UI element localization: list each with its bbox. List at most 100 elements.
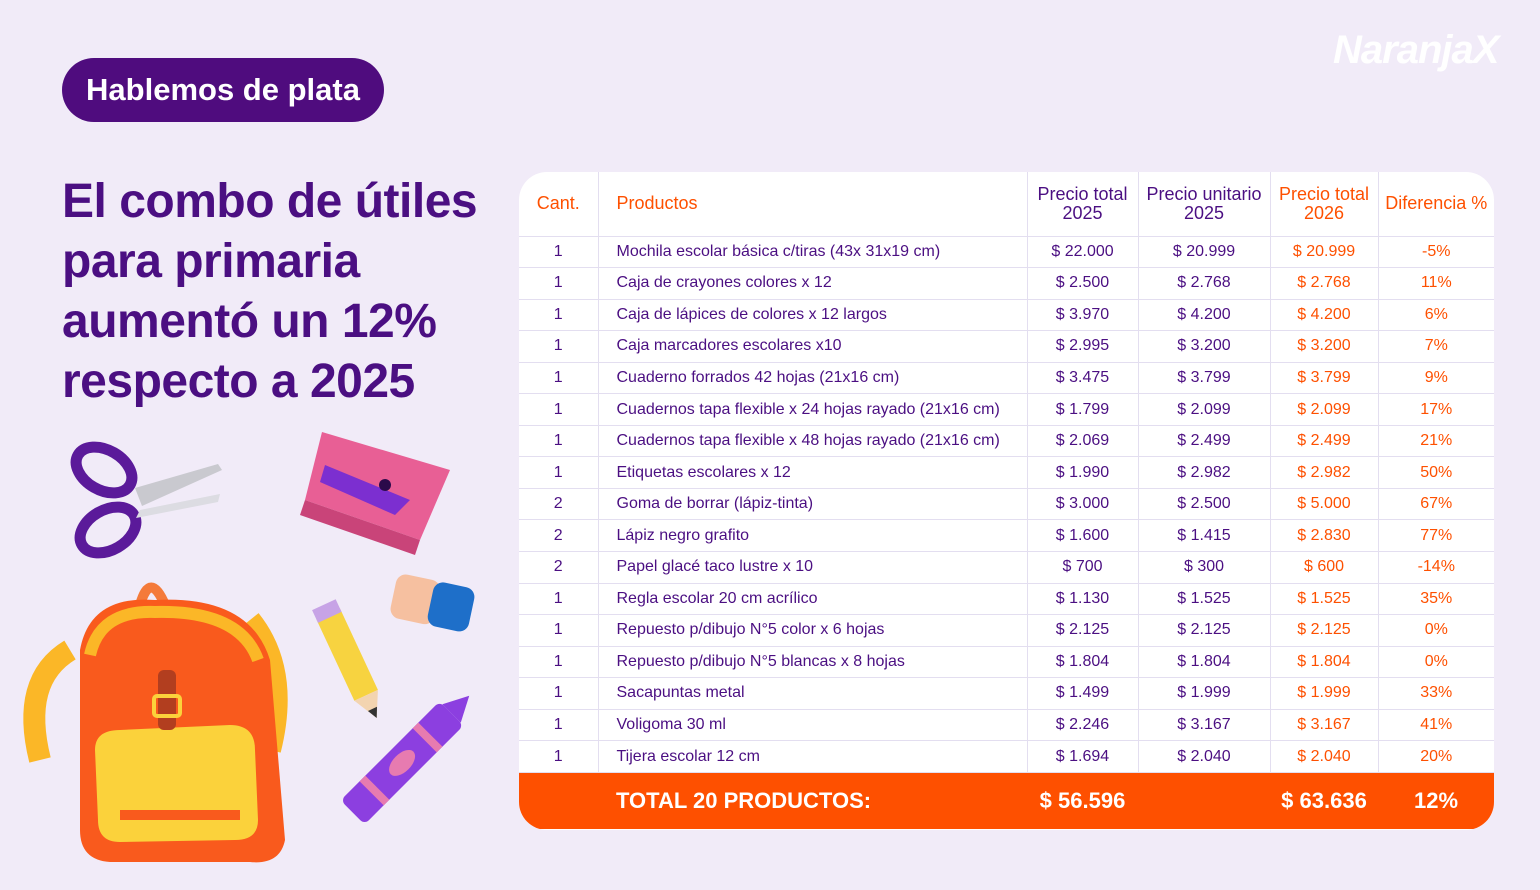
price-total-2026-cell: $ 4.200 bbox=[1270, 299, 1379, 332]
column-header: Precio total 2026 bbox=[1270, 172, 1379, 237]
difference-cell: 0% bbox=[1378, 614, 1494, 647]
price-total-2025-cell: $ 2.500 bbox=[1027, 267, 1139, 300]
product-cell: Repuesto p/dibujo N°5 color x 6 hojas bbox=[598, 614, 1028, 647]
price-total-2026-cell: $ 1.525 bbox=[1270, 583, 1379, 616]
brand-logo: NaranjaX bbox=[1333, 28, 1499, 72]
product-cell: Tijera escolar 12 cm bbox=[598, 740, 1028, 773]
price-total-2025-cell: $ 22.000 bbox=[1027, 236, 1139, 269]
quantity-cell: 1 bbox=[519, 425, 599, 458]
table-row: 2 Lápiz negro grafito $ 1.600 $ 1.415 $ 2.83… bbox=[519, 519, 1494, 552]
column-header: Diferencia % bbox=[1378, 172, 1494, 237]
difference-cell: 9% bbox=[1378, 362, 1494, 395]
table-row: 1 Caja marcadores escolares x10 $ 2.995 $ 3… bbox=[519, 330, 1494, 363]
total-2025: $ 56.596 bbox=[1039, 788, 1126, 814]
table-footer: TOTAL 20 PRODUCTOS: $ 56.596 $ 63.636 12… bbox=[519, 772, 1494, 830]
eraser bbox=[390, 574, 475, 632]
price-total-2026-cell: $ 2.040 bbox=[1270, 740, 1379, 773]
price-unit-2025-cell: $ 1.525 bbox=[1138, 583, 1271, 616]
table-body: 1 Mochila escolar básica c/tiras (43x 31x… bbox=[519, 236, 1494, 773]
table-row: 1 Sacapuntas metal $ 1.499 $ 1.999 $ 1.999 33… bbox=[519, 677, 1494, 710]
difference-cell: 20% bbox=[1378, 740, 1494, 773]
product-cell: Lápiz negro grafito bbox=[598, 519, 1028, 552]
table-row: 1 Cuadernos tapa flexible x 48 hojas raya… bbox=[519, 425, 1494, 458]
product-cell: Papel glacé taco lustre x 10 bbox=[598, 551, 1028, 584]
product-cell: Goma de borrar (lápiz-tinta) bbox=[598, 488, 1028, 521]
difference-cell: 0% bbox=[1378, 646, 1494, 679]
price-total-2025-cell: $ 2.246 bbox=[1027, 709, 1139, 742]
price-unit-2025-cell: $ 2.982 bbox=[1138, 456, 1271, 489]
product-cell: Etiquetas escolares x 12 bbox=[598, 456, 1028, 489]
difference-cell: 11% bbox=[1378, 267, 1494, 300]
price-unit-2025-cell: $ 2.768 bbox=[1138, 267, 1271, 300]
total-row: TOTAL 20 PRODUCTOS: $ 56.596 $ 63.636 12… bbox=[519, 772, 1494, 830]
table-row: 1 Tijera escolar 12 cm $ 1.694 $ 2.040 $ 2.0… bbox=[519, 740, 1494, 773]
price-total-2026-cell: $ 5.000 bbox=[1270, 488, 1379, 521]
price-total-2025-cell: $ 2.995 bbox=[1027, 330, 1139, 363]
product-cell: Caja de crayones colores x 12 bbox=[598, 267, 1028, 300]
price-unit-2025-cell: $ 2.125 bbox=[1138, 614, 1271, 647]
quantity-cell: 2 bbox=[519, 551, 599, 584]
product-cell: Mochila escolar básica c/tiras (43x 31x1… bbox=[598, 236, 1028, 269]
price-total-2026-cell: $ 20.999 bbox=[1270, 236, 1379, 269]
table-row: 1 Repuesto p/dibujo N°5 color x 6 hojas $ … bbox=[519, 614, 1494, 647]
quantity-cell: 1 bbox=[519, 614, 599, 647]
price-unit-2025-cell: $ 1.804 bbox=[1138, 646, 1271, 679]
price-unit-2025-cell: $ 3.200 bbox=[1138, 330, 1271, 363]
quantity-cell: 1 bbox=[519, 267, 599, 300]
price-total-2026-cell: $ 2.499 bbox=[1270, 425, 1379, 458]
price-unit-2025-cell: $ 2.040 bbox=[1138, 740, 1271, 773]
price-total-2025-cell: $ 1.804 bbox=[1027, 646, 1139, 679]
price-total-2025-cell: $ 1.600 bbox=[1027, 519, 1139, 552]
quantity-cell: 1 bbox=[519, 646, 599, 679]
product-cell: Sacapuntas metal bbox=[598, 677, 1028, 710]
price-unit-2025-cell: $ 4.200 bbox=[1138, 299, 1271, 332]
price-total-2026-cell: $ 2.768 bbox=[1270, 267, 1379, 300]
table-row: 2 Papel glacé taco lustre x 10 $ 700 $ 300 $… bbox=[519, 551, 1494, 584]
table-header: Cant. Productos Precio total 2025 Precio un… bbox=[519, 172, 1494, 237]
price-total-2025-cell: $ 3.000 bbox=[1027, 488, 1139, 521]
quantity-cell: 1 bbox=[519, 583, 599, 616]
headline-line: El combo de útiles bbox=[62, 175, 478, 228]
backpack bbox=[23, 582, 288, 863]
quantity-cell: 1 bbox=[519, 236, 599, 269]
table-row: 1 Regla escolar 20 cm acrílico $ 1.130 $ 1.… bbox=[519, 583, 1494, 616]
column-header: Cant. bbox=[519, 172, 599, 237]
headline: El combo de útiles para primaria aumentó u… bbox=[62, 172, 512, 412]
quantity-cell: 2 bbox=[519, 519, 599, 552]
quantity-cell: 2 bbox=[519, 488, 599, 521]
price-total-2025-cell: $ 1.990 bbox=[1027, 456, 1139, 489]
product-cell: Caja de lápices de colores x 12 largos bbox=[598, 299, 1028, 332]
column-header: Precio total 2025 bbox=[1027, 172, 1139, 237]
price-unit-2025-cell: $ 20.999 bbox=[1138, 236, 1271, 269]
price-unit-2025-cell: $ 1.415 bbox=[1138, 519, 1271, 552]
price-total-2025-cell: $ 1.499 bbox=[1027, 677, 1139, 710]
difference-cell: 17% bbox=[1378, 393, 1494, 426]
difference-cell: 41% bbox=[1378, 709, 1494, 742]
price-total-2025-cell: $ 700 bbox=[1027, 551, 1139, 584]
quantity-cell: 1 bbox=[519, 709, 599, 742]
price-total-2025-cell: $ 2.069 bbox=[1027, 425, 1139, 458]
table-row: 1 Cuaderno forrados 42 hojas (21x16 cm) $ … bbox=[519, 362, 1494, 395]
table-row: 1 Etiquetas escolares x 12 $ 1.990 $ 2.982 $… bbox=[519, 456, 1494, 489]
spacer-cell bbox=[1138, 772, 1270, 829]
price-total-2026-cell: $ 2.125 bbox=[1270, 614, 1379, 647]
price-total-2025-cell: $ 3.970 bbox=[1027, 299, 1139, 332]
difference-cell: -5% bbox=[1378, 236, 1494, 269]
difference-cell: 50% bbox=[1378, 456, 1494, 489]
pencil bbox=[312, 599, 378, 718]
spacer-cell bbox=[519, 772, 598, 829]
headline-line: para primaria bbox=[62, 235, 360, 288]
price-unit-2025-cell: $ 2.500 bbox=[1138, 488, 1271, 521]
price-total-2026-cell: $ 3.167 bbox=[1270, 709, 1379, 742]
quantity-cell: 1 bbox=[519, 740, 599, 773]
price-total-2026-cell: $ 2.099 bbox=[1270, 393, 1379, 426]
product-cell: Repuesto p/dibujo N°5 blancas x 8 hojas bbox=[598, 646, 1028, 679]
difference-cell: -14% bbox=[1378, 551, 1494, 584]
quantity-cell: 1 bbox=[519, 393, 599, 426]
school-supplies-illustration bbox=[23, 432, 475, 863]
total-label: TOTAL 20 PRODUCTOS: bbox=[616, 788, 872, 814]
difference-cell: 6% bbox=[1378, 299, 1494, 332]
table-row: 1 Mochila escolar básica c/tiras (43x 31x… bbox=[519, 236, 1494, 269]
quantity-cell: 1 bbox=[519, 677, 599, 710]
